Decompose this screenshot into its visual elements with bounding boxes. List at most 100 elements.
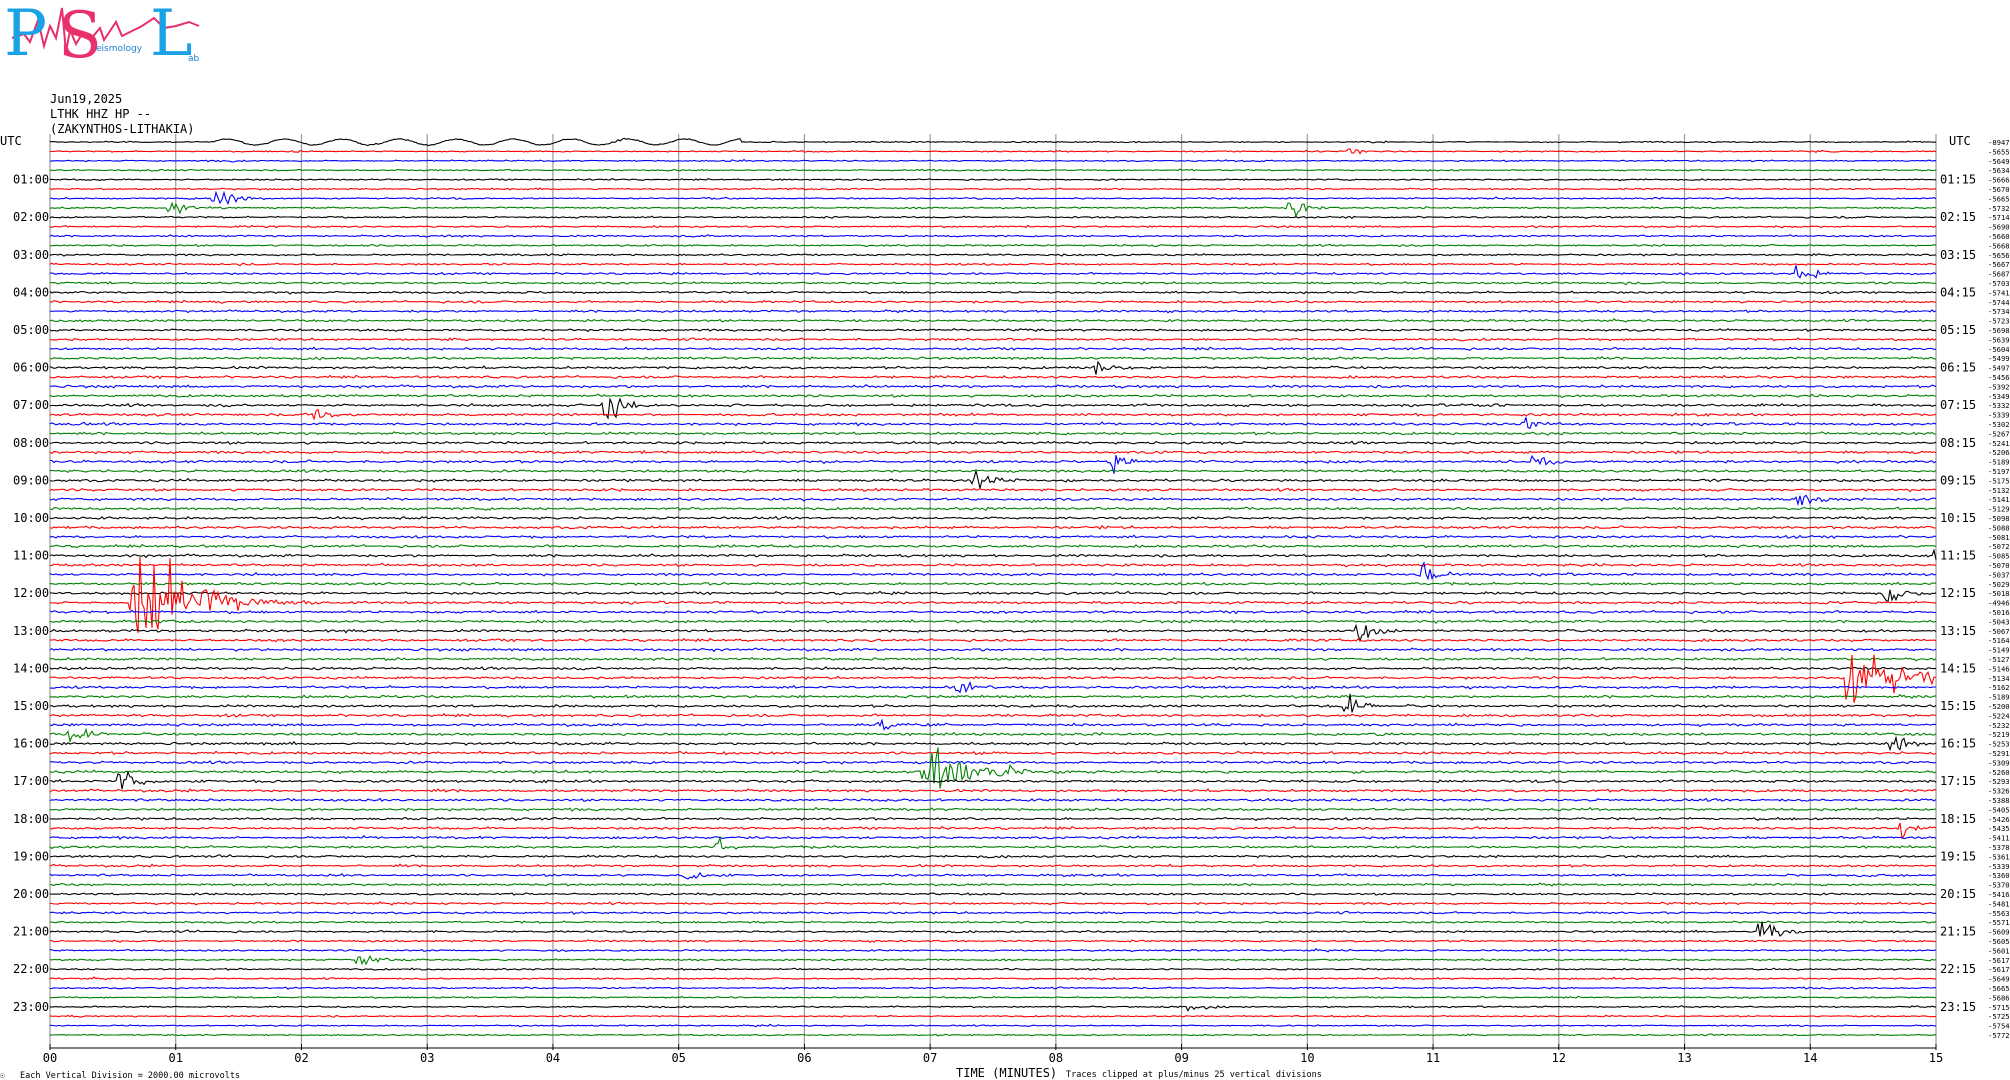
trace-offset-label: -5698 [1988,326,2010,335]
hour-label-left: 18:00 [13,812,49,826]
trace-offset-label: -5339 [1988,862,2010,871]
x-tick-label: 14 [1803,1051,1817,1065]
trace-offset-label: -5405 [1988,805,2010,814]
x-tick-label: 01 [169,1051,183,1065]
hour-label-right: 11:15 [1940,549,1976,563]
hour-label-left: 06:00 [13,361,49,375]
psl-logo: P S L eismology ab [4,0,204,68]
trace-offset-label: -5219 [1988,730,2010,739]
trace-offset-label: -5132 [1988,486,2010,495]
trace-offset-label: -5734 [1988,307,2010,316]
seismic-trace [49,747,1937,789]
x-tick-label: 10 [1300,1051,1314,1065]
seismic-trace [49,384,1937,390]
hour-label-right: 10:15 [1940,511,1976,525]
seismic-trace [49,309,1937,314]
trace-offset-label: -5149 [1988,646,2010,655]
trace-offset-label: -8947 [1988,138,2010,147]
seismic-trace [49,543,1937,549]
trace-offset-label: -5326 [1988,787,2010,796]
seismic-trace [49,168,1937,172]
hour-label-right: 19:15 [1940,849,1976,863]
hour-label-left: 13:00 [13,624,49,638]
hour-label-left: 08:00 [13,436,49,450]
trace-offset-label: -5029 [1988,580,2010,589]
hour-label-right: 06:15 [1940,361,1976,375]
trace-offset-label: -5232 [1988,721,2010,730]
hour-label-right: 14:15 [1940,661,1976,675]
trace-offset-label: -5617 [1988,956,2010,965]
trace-offset-label: -5686 [1988,993,2010,1002]
hour-label-left: 21:00 [13,925,49,939]
x-tick-label: 11 [1426,1051,1440,1065]
trace-offset-label: -5723 [1988,317,2010,326]
trace-offset-label: -5134 [1988,674,2010,683]
x-tick-label: 09 [1174,1051,1188,1065]
x-tick-label: 13 [1677,1051,1691,1065]
clipping-note: Traces clipped at plus/minus 25 vertical… [1066,1070,1322,1080]
hour-label-right: 16:15 [1940,737,1976,751]
trace-offset-label: -5189 [1988,693,2010,702]
trace-offset-label: -5666 [1988,176,2010,185]
seismic-trace [49,243,1937,248]
seismic-trace [49,1005,1937,1012]
seismic-trace [49,854,1936,859]
x-axis-title: TIME (MINUTES) [956,1066,1057,1080]
seismic-trace [49,548,1937,560]
seismic-trace [49,666,1937,671]
seismic-trace [49,735,1937,752]
trace-offset-label: -5667 [1988,260,2010,269]
hour-label-right: 09:15 [1940,473,1976,487]
trace-offset-label: -5085 [1988,552,2010,561]
trace-offset-label: -5665 [1988,194,2010,203]
hour-label-right: 02:15 [1940,210,1976,224]
hour-label-left: 05:00 [13,323,49,337]
seismic-trace [49,515,1937,521]
trace-offset-label: -5378 [1988,843,2010,852]
seismic-trace [49,609,1937,615]
seismic-trace [50,468,1937,474]
seismic-trace [49,201,1937,218]
trace-offset-label: -5456 [1988,373,2010,382]
trace-offset-label: -5605 [1988,937,2010,946]
trace-offset-label: -5200 [1988,702,2010,711]
trace-offset-label: -5725 [1988,1012,2010,1021]
hour-label-left: 16:00 [13,737,49,751]
trace-offset-label: -5571 [1988,918,2010,927]
trace-offset-label: -5253 [1988,740,2010,749]
logo-letter-l: L [150,0,193,71]
seismic-trace [49,355,1936,361]
seismic-trace [50,654,1937,703]
trace-offset-label: -5411 [1988,834,2010,843]
seismic-trace [49,393,1937,399]
seismic-trace [49,265,1937,279]
trace-offset-label: -5309 [1988,758,2010,767]
seismic-trace [49,581,1937,586]
left-axis-label: UTC [0,134,22,148]
seismic-trace [49,656,1937,662]
logo-letter-s: S [58,0,102,73]
trace-offset-label: -5224 [1988,711,2010,720]
seismic-trace [49,995,1937,1000]
trace-offset-label: -5601 [1988,946,2010,955]
seismic-trace [50,939,1937,943]
seismic-trace [49,693,1937,713]
hour-label-right: 22:15 [1940,962,1976,976]
hour-label-left: 14:00 [13,661,49,675]
seismic-trace [49,788,1937,793]
trace-offset-label: -5741 [1988,288,2010,297]
trace-offset-label: -5081 [1988,533,2010,542]
trace-offset-label: -5639 [1988,335,2010,344]
hour-label-right: 04:15 [1940,285,1976,299]
seismic-trace [49,431,1937,436]
seismic-trace [49,713,1937,718]
trace-offset-label: -5649 [1988,975,2010,984]
trace-offset-label: -5260 [1988,768,2010,777]
seismic-trace [49,487,1937,493]
seismic-trace [49,693,1936,699]
trace-offset-label: -5146 [1988,664,2010,673]
seismic-trace [49,262,1937,267]
seismic-trace [49,557,1936,633]
trace-offset-label: -5162 [1988,683,2010,692]
seismic-trace [49,967,1937,971]
